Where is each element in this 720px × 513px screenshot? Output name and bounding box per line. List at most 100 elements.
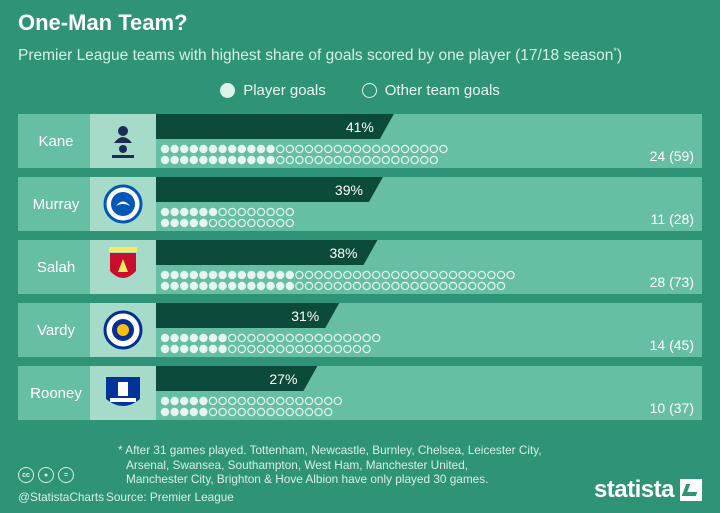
other-goal-dot xyxy=(372,144,381,154)
player-goal-dot xyxy=(199,333,208,343)
legend-label-other-goals: Other team goals xyxy=(384,82,500,99)
other-goal-dot xyxy=(410,281,419,291)
other-goal-dot xyxy=(372,281,381,291)
other-goal-dot xyxy=(218,407,227,417)
player-goal-dot xyxy=(160,144,170,154)
other-goal-dot xyxy=(448,270,458,280)
other-goal-dot xyxy=(324,270,333,280)
player-goal-dot xyxy=(199,344,208,354)
other-goal-dot xyxy=(247,407,256,417)
other-goal-dot xyxy=(227,207,237,217)
other-goal-dot xyxy=(285,344,294,354)
other-goal-dot xyxy=(247,207,256,217)
player-goal-dot xyxy=(247,155,256,165)
other-goal-dot xyxy=(256,407,266,417)
other-goal-dot xyxy=(314,396,323,406)
other-goal-dot xyxy=(227,344,237,354)
player-goal-dot xyxy=(189,218,198,228)
player-goal-dot xyxy=(189,144,198,154)
other-goal-dot xyxy=(324,396,333,406)
category-label: Kane xyxy=(38,133,73,150)
twitter-handle[interactable]: @StatistaCharts xyxy=(18,490,105,504)
player-goal-dot xyxy=(189,155,198,165)
crest-seagull xyxy=(116,201,130,206)
other-goal-dot xyxy=(381,281,390,291)
subtitle-footnote-mark: * xyxy=(613,46,617,56)
player-goal-dot xyxy=(180,407,189,417)
player-goal-dot xyxy=(218,333,227,343)
chart-title: One-Man Team? xyxy=(18,10,188,35)
crest-scroll xyxy=(110,398,136,402)
other-goal-dot xyxy=(439,144,448,154)
other-goal-dot xyxy=(295,396,304,406)
crest-fox xyxy=(117,324,129,336)
other-goal-dot xyxy=(333,333,342,343)
crest-gate xyxy=(109,247,137,252)
share-bar xyxy=(156,240,378,265)
player-goal-dot xyxy=(160,344,170,354)
other-goal-dot xyxy=(343,155,352,165)
other-goal-dot xyxy=(256,207,266,217)
other-goal-dot xyxy=(314,344,323,354)
player-goal-dot xyxy=(170,270,179,280)
other-goal-dot xyxy=(304,155,314,165)
goals-label: 10 (37) xyxy=(650,400,694,416)
player-goal-dot xyxy=(199,155,208,165)
other-goal-dot xyxy=(247,218,256,228)
player-goal-dot xyxy=(266,144,275,154)
other-goal-dot xyxy=(285,218,294,228)
by-icon: ● xyxy=(38,467,54,483)
player-goal-dot xyxy=(208,344,218,354)
other-goal-dot xyxy=(352,155,362,165)
chart-row: Salah 38% 28 (73) xyxy=(18,240,702,294)
other-goal-dot xyxy=(237,344,246,354)
other-goal-dot xyxy=(400,155,410,165)
other-goal-dot xyxy=(362,344,371,354)
player-goal-dot xyxy=(180,207,189,217)
goals-label: 24 (59) xyxy=(650,148,694,164)
other-goal-dot xyxy=(477,281,486,291)
player-goal-dot xyxy=(199,407,208,417)
other-goal-dot xyxy=(227,333,237,343)
other-goal-dot xyxy=(352,333,362,343)
other-goal-dot xyxy=(295,344,304,354)
chart-subtitle: Premier League teams with highest share … xyxy=(18,46,622,65)
other-goal-dot xyxy=(420,155,429,165)
player-goal-dot xyxy=(199,270,208,280)
other-goal-dot xyxy=(381,144,390,154)
other-goal-dot xyxy=(237,396,246,406)
other-goal-dot xyxy=(400,270,410,280)
other-goal-dot xyxy=(276,155,285,165)
player-goal-dot xyxy=(208,207,218,217)
other-goal-dot xyxy=(487,281,496,291)
other-goal-dot xyxy=(304,407,314,417)
other-goal-dot xyxy=(352,270,362,280)
other-goal-dot xyxy=(458,281,467,291)
other-goal-dot xyxy=(285,407,294,417)
leicester-crest-icon xyxy=(103,310,143,350)
hollow-dot-icon xyxy=(361,83,377,98)
player-goal-dot xyxy=(237,270,246,280)
statista-mark-icon xyxy=(680,479,702,501)
player-goal-dot xyxy=(256,270,266,280)
legend: Player goals Other team goals xyxy=(0,82,720,99)
other-goal-dot xyxy=(343,333,352,343)
other-goal-dot xyxy=(295,281,304,291)
legend-item-player-goals: Player goals xyxy=(220,82,326,99)
other-goal-dot xyxy=(227,218,237,228)
other-goal-dot xyxy=(276,396,285,406)
footnote: * After 31 games played. Tottenham, Newc… xyxy=(118,443,542,487)
everton-crest-icon xyxy=(106,377,140,406)
other-goal-dot xyxy=(266,396,275,406)
player-goal-dot xyxy=(180,270,189,280)
other-goal-dot xyxy=(295,144,304,154)
player-goal-dot xyxy=(189,207,198,217)
share-label: 38% xyxy=(329,245,357,261)
chart-row: Kane 41% 24 (59) xyxy=(18,114,702,168)
other-goal-dot xyxy=(333,344,342,354)
other-goal-dot xyxy=(295,333,304,343)
other-goal-dot xyxy=(496,270,506,280)
other-goal-dot xyxy=(304,144,314,154)
player-goal-dot xyxy=(228,270,237,280)
